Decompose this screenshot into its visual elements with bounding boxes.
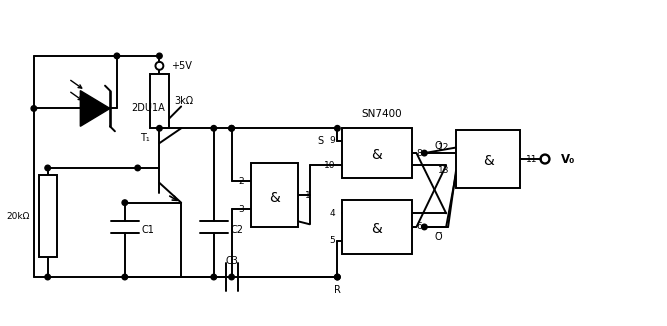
Text: O̅: O̅ [434, 232, 442, 242]
Circle shape [114, 53, 119, 59]
Text: 6: 6 [416, 222, 422, 231]
Text: C3: C3 [225, 256, 238, 266]
Text: 8: 8 [416, 149, 422, 157]
Text: V₀: V₀ [561, 153, 575, 166]
Text: 3kΩ: 3kΩ [174, 96, 193, 106]
Circle shape [45, 165, 51, 171]
Circle shape [229, 274, 234, 280]
Text: 2: 2 [239, 177, 244, 185]
Circle shape [157, 53, 162, 59]
Bar [456, 130, 520, 188]
Circle shape [229, 126, 234, 131]
Circle shape [422, 150, 427, 156]
Circle shape [335, 126, 340, 131]
Text: C2: C2 [231, 225, 243, 235]
Text: 11: 11 [526, 155, 538, 164]
Bar [149, 74, 169, 128]
Circle shape [229, 126, 234, 131]
Bar [39, 175, 57, 257]
Text: T₁: T₁ [140, 133, 149, 143]
Text: &: & [483, 154, 494, 168]
Circle shape [122, 274, 127, 280]
Text: 4: 4 [329, 209, 336, 218]
Text: 12: 12 [438, 143, 449, 152]
Text: 9: 9 [329, 136, 336, 145]
Circle shape [335, 274, 340, 280]
Text: &: & [372, 148, 382, 162]
Text: Q: Q [434, 141, 442, 151]
Bar [342, 200, 412, 254]
Text: 13: 13 [438, 166, 449, 175]
Circle shape [211, 274, 217, 280]
Circle shape [31, 106, 37, 111]
Text: 2DU1A: 2DU1A [131, 103, 165, 113]
Text: R: R [334, 285, 341, 295]
Text: +5V: +5V [171, 61, 192, 71]
Circle shape [122, 200, 127, 205]
Circle shape [211, 126, 217, 131]
Text: 20kΩ: 20kΩ [7, 212, 30, 221]
Text: S: S [317, 136, 323, 146]
Circle shape [45, 274, 51, 280]
Text: 10: 10 [324, 161, 336, 170]
Text: 5: 5 [329, 236, 336, 245]
Text: 3: 3 [239, 205, 244, 214]
Circle shape [335, 274, 340, 280]
Circle shape [157, 126, 162, 131]
Bar [251, 163, 298, 228]
Text: &: & [269, 191, 280, 205]
Bar [342, 128, 412, 178]
Text: SN7400: SN7400 [362, 110, 402, 119]
Polygon shape [80, 91, 110, 126]
Text: 1: 1 [305, 191, 311, 200]
Text: C1: C1 [141, 225, 155, 235]
Circle shape [135, 165, 141, 171]
Circle shape [422, 224, 427, 230]
Text: &: & [372, 222, 382, 236]
